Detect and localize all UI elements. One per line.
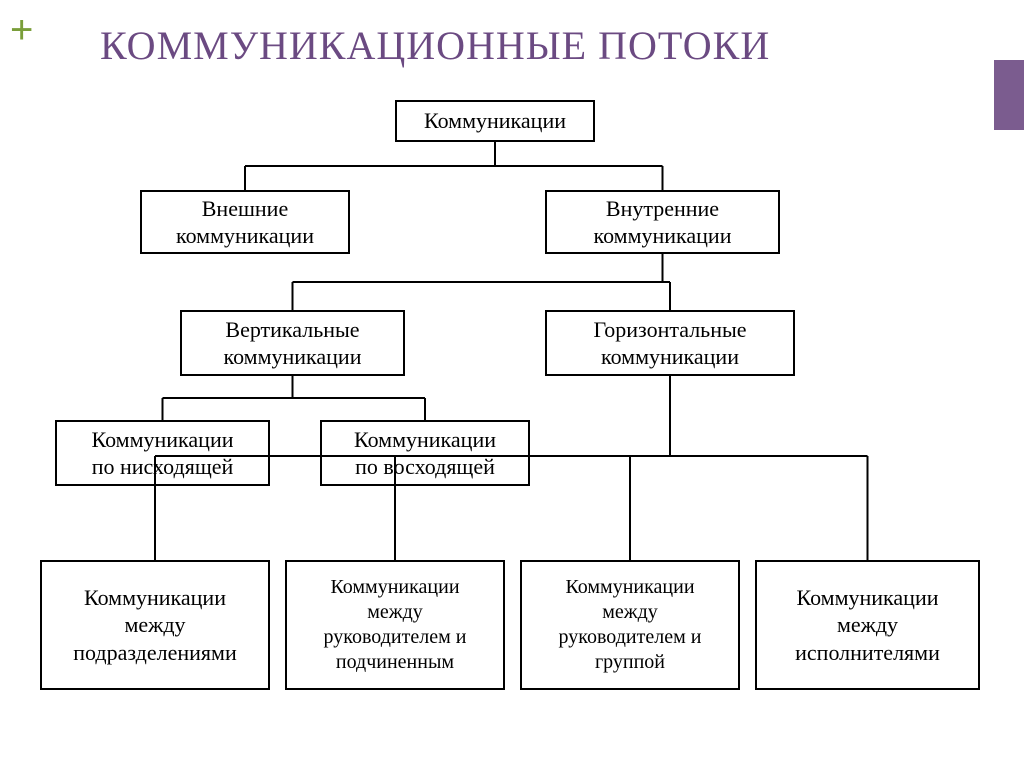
- corner-accent: [994, 60, 1024, 130]
- plus-decoration: +: [10, 8, 33, 53]
- node-vert: Вертикальныекоммуникации: [180, 310, 405, 376]
- node-int: Внутренниекоммуникации: [545, 190, 780, 254]
- page-title: КОММУНИКАЦИОННЫЕ ПОТОКИ: [100, 22, 770, 69]
- node-b1: Коммуникациимеждуподразделениями: [40, 560, 270, 690]
- node-down: Коммуникациипо нисходящей: [55, 420, 270, 486]
- node-up: Коммуникациипо восходящей: [320, 420, 530, 486]
- node-horiz: Горизонтальныекоммуникации: [545, 310, 795, 376]
- node-ext: Внешниекоммуникации: [140, 190, 350, 254]
- node-root: Коммуникации: [395, 100, 595, 142]
- node-b2: Коммуникациимеждуруководителем иподчинен…: [285, 560, 505, 690]
- node-b3: Коммуникациимеждуруководителем игруппой: [520, 560, 740, 690]
- node-b4: Коммуникациимеждуисполнителями: [755, 560, 980, 690]
